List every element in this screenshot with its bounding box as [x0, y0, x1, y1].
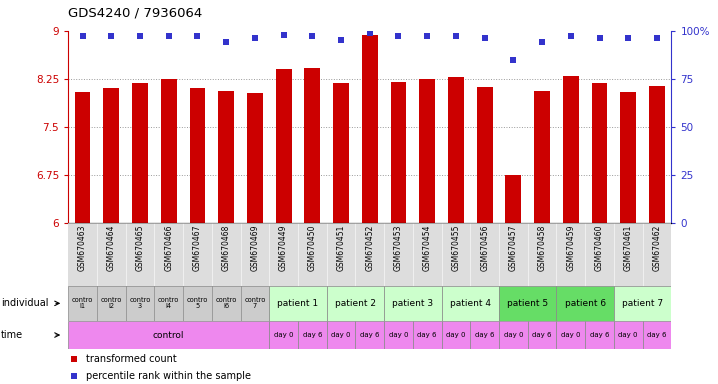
- Text: day 6: day 6: [360, 332, 380, 338]
- Text: transformed count: transformed count: [86, 354, 177, 364]
- Text: patient 6: patient 6: [564, 299, 606, 308]
- Bar: [161, 79, 177, 223]
- Bar: [327, 321, 355, 349]
- Bar: [477, 87, 493, 223]
- Text: GSM670462: GSM670462: [653, 225, 661, 271]
- Text: day 0: day 0: [331, 332, 351, 338]
- Text: patient 1: patient 1: [277, 299, 319, 308]
- Bar: [505, 175, 521, 223]
- Bar: [643, 321, 671, 349]
- Text: GSM670465: GSM670465: [136, 225, 144, 271]
- Bar: [442, 321, 470, 349]
- Text: day 6: day 6: [532, 332, 552, 338]
- Bar: [499, 286, 556, 321]
- Text: GSM670452: GSM670452: [365, 225, 374, 271]
- Bar: [132, 83, 148, 223]
- Text: contro
l4: contro l4: [158, 297, 180, 310]
- Bar: [327, 286, 384, 321]
- Text: GSM670455: GSM670455: [452, 225, 460, 271]
- Text: patient 7: patient 7: [622, 299, 663, 308]
- Text: contro
l6: contro l6: [215, 297, 237, 310]
- Text: contro
5: contro 5: [187, 297, 208, 310]
- Text: patient 4: patient 4: [449, 299, 491, 308]
- Text: day 6: day 6: [417, 332, 437, 338]
- Bar: [391, 82, 406, 223]
- Bar: [556, 286, 614, 321]
- Text: GSM670464: GSM670464: [107, 225, 116, 271]
- Text: GSM670450: GSM670450: [308, 225, 317, 271]
- Text: GSM670457: GSM670457: [509, 225, 518, 271]
- Text: contro
l1: contro l1: [72, 297, 93, 310]
- Bar: [585, 321, 614, 349]
- Text: day 0: day 0: [388, 332, 409, 338]
- Text: contro
3: contro 3: [129, 297, 151, 310]
- Text: contro
l2: contro l2: [101, 297, 122, 310]
- Text: day 6: day 6: [475, 332, 495, 338]
- Text: day 0: day 0: [561, 332, 581, 338]
- Bar: [413, 321, 442, 349]
- Bar: [68, 321, 269, 349]
- Bar: [333, 83, 349, 223]
- Text: GSM670453: GSM670453: [394, 225, 403, 271]
- Text: GSM670449: GSM670449: [279, 225, 288, 271]
- Text: GSM670469: GSM670469: [251, 225, 259, 271]
- Text: day 6: day 6: [647, 332, 667, 338]
- Bar: [499, 321, 528, 349]
- Bar: [649, 86, 665, 223]
- Text: GSM670463: GSM670463: [78, 225, 87, 271]
- Text: GDS4240 / 7936064: GDS4240 / 7936064: [68, 6, 202, 19]
- Text: day 6: day 6: [589, 332, 610, 338]
- Bar: [304, 68, 320, 223]
- Bar: [68, 286, 269, 321]
- Bar: [247, 93, 263, 223]
- Bar: [614, 286, 671, 321]
- Text: GSM670456: GSM670456: [480, 225, 489, 271]
- Bar: [556, 321, 585, 349]
- Bar: [592, 83, 607, 223]
- Bar: [75, 91, 90, 223]
- Text: day 6: day 6: [302, 332, 322, 338]
- Bar: [190, 88, 205, 223]
- Text: individual: individual: [1, 298, 48, 308]
- Text: day 0: day 0: [618, 332, 638, 338]
- Bar: [269, 286, 327, 321]
- Text: percentile rank within the sample: percentile rank within the sample: [86, 371, 251, 381]
- Bar: [298, 321, 327, 349]
- Text: GSM670451: GSM670451: [337, 225, 345, 271]
- Text: time: time: [1, 330, 23, 340]
- Text: day 0: day 0: [503, 332, 523, 338]
- Bar: [384, 321, 413, 349]
- Bar: [218, 91, 234, 223]
- Text: patient 3: patient 3: [392, 299, 434, 308]
- Text: GSM670461: GSM670461: [624, 225, 633, 271]
- Text: day 0: day 0: [274, 332, 294, 338]
- Text: GSM670458: GSM670458: [538, 225, 546, 271]
- Text: patient 5: patient 5: [507, 299, 549, 308]
- Bar: [276, 69, 292, 223]
- Text: GSM670454: GSM670454: [423, 225, 432, 271]
- Bar: [103, 88, 119, 223]
- Text: contro
7: contro 7: [244, 297, 266, 310]
- Text: GSM670467: GSM670467: [193, 225, 202, 271]
- Bar: [269, 321, 298, 349]
- Bar: [448, 78, 464, 223]
- Text: control: control: [153, 331, 185, 339]
- Bar: [470, 321, 499, 349]
- Bar: [355, 321, 384, 349]
- Text: GSM670460: GSM670460: [595, 225, 604, 271]
- Bar: [419, 79, 435, 223]
- Bar: [442, 286, 499, 321]
- Text: GSM670459: GSM670459: [567, 225, 575, 271]
- Bar: [614, 321, 643, 349]
- Bar: [563, 76, 579, 223]
- Bar: [534, 91, 550, 223]
- Text: GSM670466: GSM670466: [164, 225, 173, 271]
- Text: GSM670468: GSM670468: [222, 225, 230, 271]
- Bar: [384, 286, 442, 321]
- Text: patient 2: patient 2: [335, 299, 376, 308]
- Bar: [362, 35, 378, 223]
- Bar: [528, 321, 556, 349]
- Bar: [620, 92, 636, 223]
- Text: day 0: day 0: [446, 332, 466, 338]
